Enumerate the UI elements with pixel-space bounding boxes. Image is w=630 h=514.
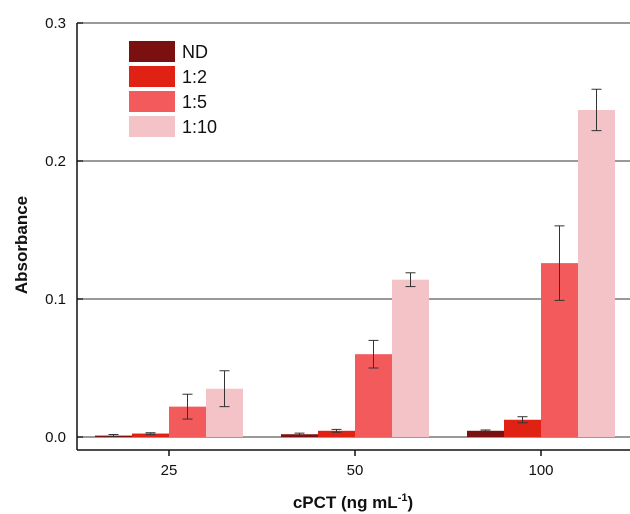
x-axis-title-close: ) — [407, 493, 413, 512]
bars-group — [95, 109, 615, 437]
legend: ND 1:2 1:5 1:10 — [129, 41, 217, 137]
x-tick-labels: 25 50 100 — [161, 450, 554, 479]
legend-swatch-1-5 — [129, 91, 175, 112]
x-tick-label: 25 — [161, 462, 178, 479]
bar-1-2-100 — [504, 419, 541, 437]
bar-1-10-100 — [578, 109, 615, 437]
x-tick-label: 50 — [347, 462, 364, 479]
bar-1-2-50 — [318, 430, 355, 437]
y-tick-label: 0.0 — [45, 429, 66, 446]
bar-1-10-50 — [392, 279, 429, 437]
legend-label: ND — [182, 42, 208, 62]
bar-ND-100 — [467, 430, 504, 437]
error-bars-group — [108, 88, 602, 438]
y-tick-label: 0.2 — [45, 153, 66, 170]
legend-label: 1:5 — [182, 92, 207, 112]
x-axis-title-main: cPCT (ng mL — [293, 493, 398, 512]
y-axis-title: Absorbance — [12, 196, 31, 294]
x-axis-title: cPCT (ng mL-1) — [293, 492, 413, 512]
y-tick-label: 0.3 — [45, 15, 66, 32]
legend-label: 1:2 — [182, 67, 207, 87]
x-axis-title-sup: -1 — [398, 492, 408, 504]
y-tick-labels: 0.0 0.1 0.2 0.3 — [45, 15, 66, 446]
legend-swatch-1-2 — [129, 66, 175, 87]
legend-swatch-1-10 — [129, 116, 175, 137]
y-tick-label: 0.1 — [45, 291, 66, 308]
legend-label: 1:10 — [182, 117, 217, 137]
bar-1-2-25 — [132, 433, 169, 437]
x-tick-label: 100 — [528, 462, 553, 479]
legend-swatch-ND — [129, 41, 175, 62]
